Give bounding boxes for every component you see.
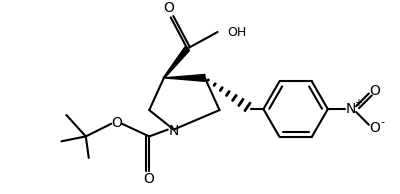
Text: +: + [354,98,362,108]
Text: O: O [369,84,380,98]
Text: OH: OH [227,26,246,39]
Text: O: O [369,121,380,135]
Text: -: - [380,117,384,127]
Text: O: O [143,172,154,186]
Text: O: O [112,116,122,130]
Polygon shape [164,74,205,81]
Polygon shape [164,47,190,78]
Text: N: N [346,102,356,116]
Text: O: O [163,1,174,15]
Text: N: N [168,124,179,138]
